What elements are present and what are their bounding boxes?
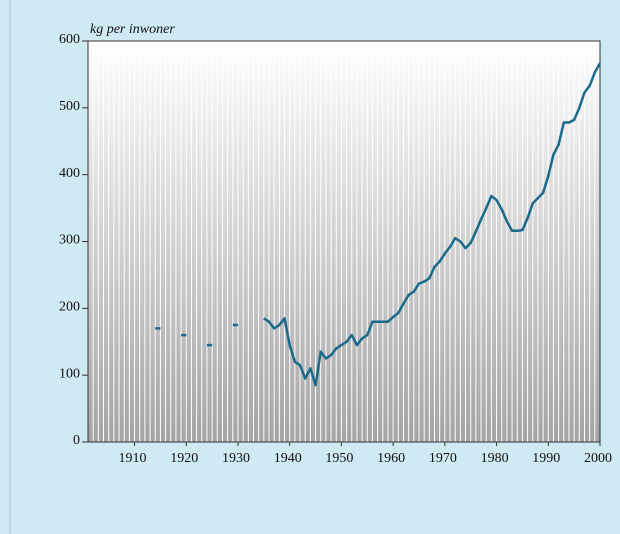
x-tick-label: 2000 — [584, 451, 612, 466]
data-line — [155, 62, 602, 387]
y-tick-label: 600 — [59, 32, 80, 47]
year-lines — [92, 41, 601, 442]
y-tick-label: 200 — [59, 300, 80, 315]
x-tick-label: 1960 — [377, 451, 405, 466]
y-tick-label: 400 — [59, 166, 80, 181]
x-tick-label: 1980 — [481, 451, 509, 466]
x-tick-label: 1940 — [274, 451, 302, 466]
y-tick-label: 500 — [59, 99, 80, 114]
x-tick-label: 1950 — [325, 451, 353, 466]
x-tick-label: 1930 — [222, 451, 250, 466]
x-tick-label: 1910 — [119, 451, 147, 466]
plot-area — [88, 41, 600, 442]
y-axis-label: kg per inwoner — [90, 22, 175, 37]
x-tick-label: 1970 — [429, 451, 457, 466]
y-tick-label: 100 — [59, 366, 80, 381]
y-tick-label: 0 — [73, 433, 80, 448]
x-tick-label: 1990 — [532, 451, 560, 466]
y-tick-label: 300 — [59, 233, 80, 248]
x-tick-label: 1920 — [170, 451, 198, 466]
